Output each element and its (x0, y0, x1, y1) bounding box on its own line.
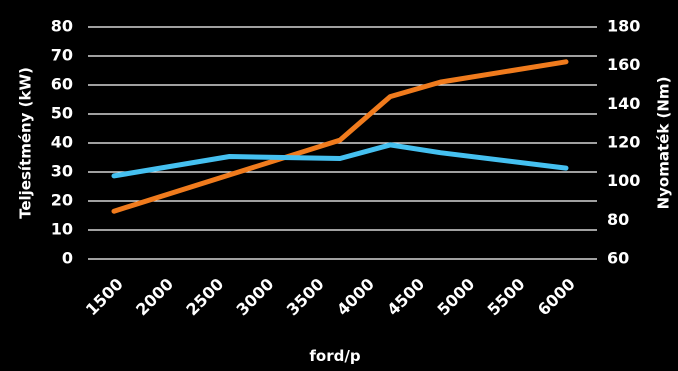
y-right-tick-label: 60 (607, 249, 629, 268)
y-right-tick-label: 80 (607, 210, 629, 229)
series-line-left-axis (111, 59, 569, 214)
x-tick-label: 1500 (82, 274, 127, 319)
x-tick-label: 2500 (182, 274, 227, 319)
x-tick-label: 3500 (283, 274, 328, 319)
x-tick-label: 4500 (383, 274, 428, 319)
y-left-tick-label: 10 (51, 220, 73, 239)
y-left-tick-label: 20 (51, 191, 73, 210)
y-right-tick-label: 180 (607, 17, 640, 36)
x-tick-label: 3000 (233, 274, 278, 319)
left-axis-ticks: 0 10 20 30 40 50 60 70 80 (51, 17, 73, 268)
y-left-tick-label: 70 (51, 46, 73, 65)
y-right-tick-label: 100 (607, 171, 640, 190)
x-tick-label: 5500 (484, 274, 529, 319)
y-left-tick-label: 30 (51, 162, 73, 181)
y-left-tick-label: 40 (51, 133, 73, 152)
x-tick-label: 6000 (534, 274, 579, 319)
y-left-tick-label: 0 (62, 249, 73, 268)
y-right-tick-label: 140 (607, 94, 640, 113)
series-line-right-axis (111, 142, 569, 179)
x-tick-label: 4000 (333, 274, 378, 319)
y-left-axis-title: Teljesítmény (kW) (17, 67, 35, 219)
y-right-tick-label: 120 (607, 133, 640, 152)
x-tick-label: 5000 (433, 274, 478, 319)
y-right-tick-label: 160 (607, 55, 640, 74)
y-left-tick-label: 50 (51, 104, 73, 123)
y-left-tick-label: 60 (51, 75, 73, 94)
y-left-tick-label: 80 (51, 17, 73, 36)
y-right-axis-title: Nyomaték (Nm) (655, 77, 673, 210)
x-tick-label: 2000 (132, 274, 177, 319)
series-lines (111, 59, 569, 214)
gridlines (88, 26, 597, 260)
x-axis-title: ford/p (309, 347, 360, 365)
right-axis-ticks: 60 80 100 120 140 160 180 (607, 17, 640, 268)
x-axis-ticks: 1500 2000 2500 3000 3500 4000 4500 5000 5500 6000 (82, 274, 579, 319)
